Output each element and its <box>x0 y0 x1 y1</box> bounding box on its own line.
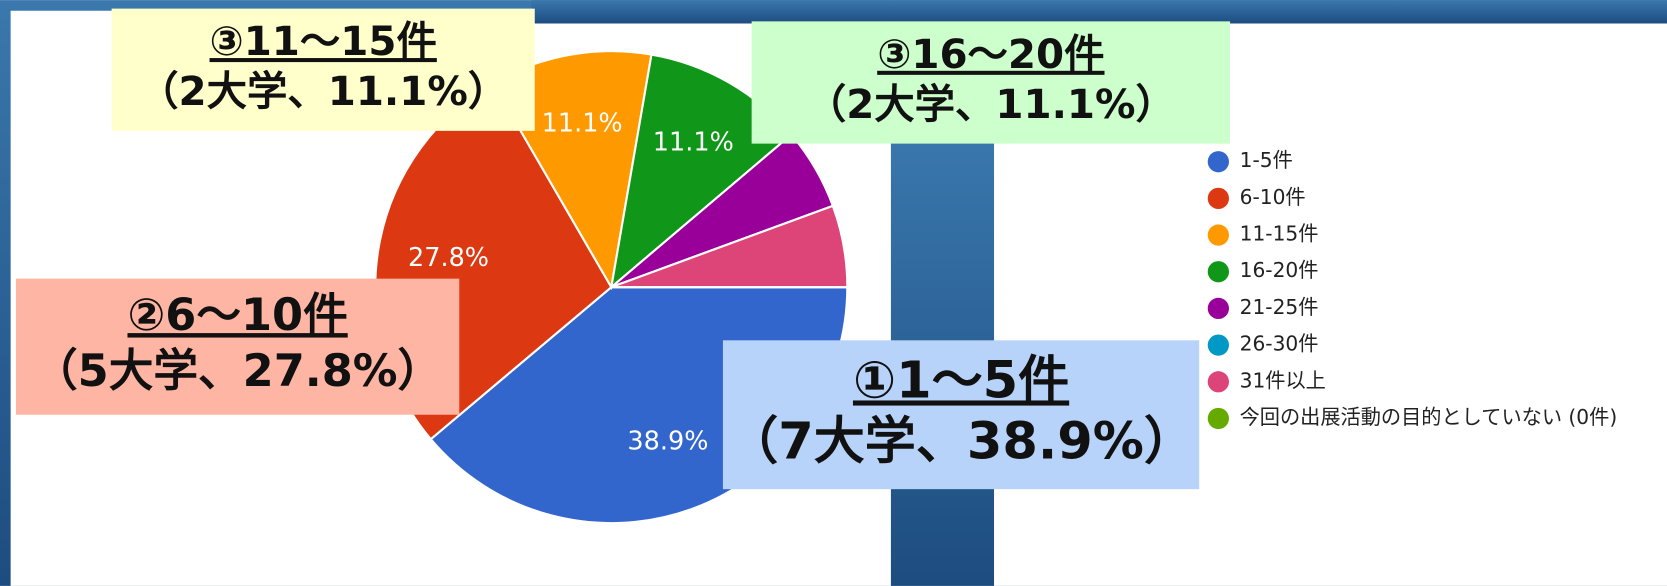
legend-swatch <box>1207 297 1229 320</box>
callout-title: ③16～20件 <box>877 31 1104 78</box>
legend-label: 26-30件 <box>1240 332 1319 356</box>
callout-title: ②6～10件 <box>127 289 347 341</box>
slice-label: 38.9% <box>627 426 708 456</box>
callout-detail: （2大学、11.1%） <box>138 68 508 115</box>
legend-label: 6-10件 <box>1240 185 1306 209</box>
legend-label: 1-5件 <box>1240 148 1293 172</box>
callout-detail: （5大学、27.8%） <box>33 345 442 397</box>
slice-label: 11.1% <box>542 109 623 139</box>
callout-detail: （2大学、11.1%） <box>806 81 1176 128</box>
legend-label: 今回の出展活動の目的としていない (0件) <box>1240 405 1618 429</box>
legend-label: 21-25件 <box>1240 295 1319 319</box>
legend: 1-5件 6-10件 11-15件 16-20件 21-25件 26-30件 31件以上今回… <box>1207 148 1618 430</box>
top-strip <box>531 0 1667 24</box>
legend-label: 11-15件 <box>1240 222 1319 246</box>
callout-detail: （7大学、38.9%） <box>727 412 1195 471</box>
callout-box <box>15 278 460 415</box>
legend-swatch <box>1207 334 1229 356</box>
legend-label: 31件以上 <box>1240 368 1326 392</box>
legend-swatch <box>1207 261 1229 283</box>
callout-title: ③11～15件 <box>210 18 437 65</box>
legend-swatch <box>1207 224 1229 246</box>
legend-swatch <box>1207 187 1229 210</box>
callout-title: ①1～5件 <box>853 351 1069 410</box>
slice-label: 11.1% <box>653 128 734 158</box>
callout-box <box>722 340 1200 490</box>
callout-box <box>751 21 1231 144</box>
legend-label: 16-20件 <box>1240 258 1319 282</box>
legend-swatch <box>1207 407 1229 430</box>
legend-swatch <box>1207 151 1229 173</box>
callout-box <box>111 8 535 131</box>
legend-swatch <box>1207 371 1229 393</box>
callouts: ③11～15件（2大学、11.1%）③16～20件（2大学、11.1%）②6～1… <box>15 8 1231 490</box>
slice-label: 27.8% <box>408 243 489 273</box>
